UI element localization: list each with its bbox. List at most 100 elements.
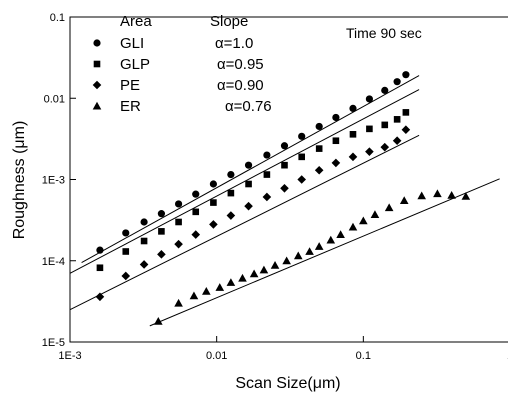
fit-line-pe — [69, 134, 420, 311]
data-point — [174, 239, 183, 249]
data-point — [175, 218, 182, 226]
legend-header-slope: Slope — [210, 13, 248, 30]
data-point — [381, 86, 389, 94]
data-point — [366, 125, 373, 133]
legend-marker-pe — [92, 80, 102, 90]
fit-line-gli — [81, 75, 420, 263]
data-point — [210, 199, 217, 206]
data-point — [314, 165, 324, 175]
legend-marker-er — [92, 101, 102, 110]
data-point — [305, 247, 314, 255]
data-point — [392, 136, 402, 146]
data-point — [297, 175, 307, 184]
data-point — [189, 291, 199, 300]
data-point — [140, 237, 148, 245]
fit-line-er — [149, 178, 500, 327]
data-point — [140, 218, 148, 226]
data-point — [262, 192, 272, 202]
x-tick-label: 1 — [507, 350, 508, 362]
data-point — [249, 269, 259, 278]
series-gli — [96, 71, 410, 254]
data-point — [359, 216, 368, 225]
data-point — [315, 145, 323, 152]
data-point — [263, 171, 271, 178]
data-point — [122, 229, 130, 237]
axis-ticks: 1E-3 0.01 0.1 1 1E-5 1E-4 1E-3 0.01 0.1 — [42, 12, 508, 362]
x-tick-label: 0.01 — [206, 350, 227, 362]
y-tick-label: 0.1 — [50, 12, 65, 24]
y-tick-label: 1E-3 — [42, 175, 65, 187]
data-point — [282, 256, 291, 265]
data-point — [191, 230, 201, 239]
x-tick-label: 1E-3 — [58, 350, 81, 362]
data-point — [348, 152, 358, 162]
legend-entry-glp: GLP — [120, 56, 150, 73]
fit-lines — [69, 75, 500, 327]
data-point — [380, 142, 390, 152]
data-point — [370, 210, 380, 219]
data-point — [402, 109, 410, 116]
data-point — [384, 203, 394, 212]
data-point — [259, 265, 269, 274]
legend-entry-gli: GLI — [120, 35, 144, 52]
data-point — [227, 170, 235, 179]
data-point — [280, 183, 289, 193]
legend-slope-gli: α=1.0 — [215, 35, 253, 52]
data-point — [399, 196, 409, 205]
legend-slope-pe: α=0.90 — [217, 77, 264, 94]
data-point — [315, 122, 323, 131]
data-points — [95, 71, 471, 325]
data-point — [314, 242, 324, 250]
data-point — [158, 228, 165, 235]
series-glp — [96, 109, 410, 272]
data-point — [174, 200, 183, 208]
data-point — [209, 220, 218, 229]
legend-slope-er: α=0.76 — [225, 98, 272, 115]
data-point — [244, 161, 253, 169]
time-annotation: Time 90 sec — [346, 25, 422, 41]
data-point — [393, 78, 401, 86]
data-point — [227, 189, 235, 197]
data-point — [447, 190, 456, 199]
data-point — [96, 264, 104, 272]
legend-header-area: Area — [120, 13, 152, 30]
data-point — [96, 246, 104, 254]
legend-slope-glp: α=0.95 — [217, 56, 264, 73]
data-point — [192, 208, 200, 216]
x-axis-label: Scan Size(μm) — [235, 375, 340, 392]
y-tick-label: 1E-5 — [42, 337, 65, 349]
legend-entry-er: ER — [120, 98, 141, 115]
y-tick-label: 0.01 — [44, 93, 65, 105]
data-point — [281, 161, 288, 169]
data-point — [122, 248, 130, 255]
data-point — [332, 137, 340, 145]
data-point — [95, 292, 105, 302]
data-point — [121, 271, 131, 281]
data-point — [349, 131, 357, 138]
data-point — [401, 125, 411, 135]
series-er — [154, 189, 471, 325]
legend-marker-glp — [93, 60, 101, 68]
legend-entry-pe: PE — [120, 77, 140, 94]
data-point — [393, 116, 401, 123]
data-point — [293, 251, 303, 260]
data-point — [226, 211, 236, 220]
data-point — [402, 71, 410, 79]
data-point — [349, 104, 357, 113]
data-point — [298, 153, 306, 161]
data-point — [245, 180, 252, 188]
data-point — [244, 201, 253, 211]
data-point — [381, 121, 389, 129]
data-point — [332, 113, 340, 122]
data-point — [209, 180, 217, 188]
x-tick-label: 0.1 — [356, 350, 371, 362]
data-point — [192, 190, 200, 198]
data-point — [348, 222, 358, 231]
data-point — [215, 283, 225, 291]
data-point — [433, 189, 442, 198]
data-point — [417, 191, 426, 200]
data-point — [157, 210, 166, 218]
data-point — [298, 132, 306, 140]
data-point — [157, 250, 166, 259]
legend: Area Slope GLI α=1.0 GLP α=0.95 PE α=0.90 ER α=… — [92, 13, 272, 115]
